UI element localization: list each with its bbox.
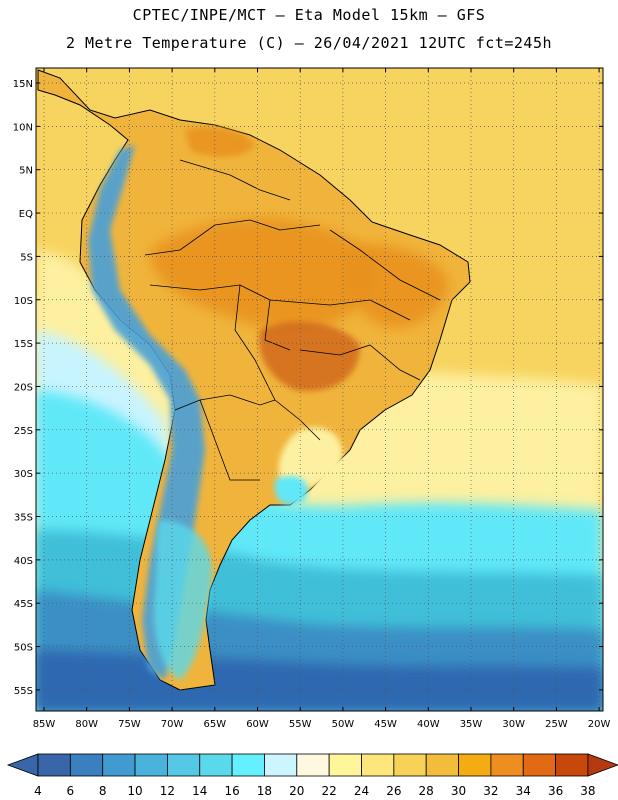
colorbar: 4 6 8 10 12 14 16 18 20 22 24 26 28 30 32 34 36 38 [6,753,618,798]
colorbar-label: 34 [516,784,531,798]
lat-label: 15N [13,79,33,90]
colorbar-label: 10 [127,784,142,798]
lon-label: 25W [545,719,568,730]
lat-label: 45S [14,599,33,610]
map-field [36,68,603,711]
lat-label: EQ [19,209,33,220]
lon-label: 65W [203,719,226,730]
colorbar-label: 32 [483,784,498,798]
lon-label: 35W [460,719,483,730]
lat-label: 10N [13,122,33,133]
lat-label: 55S [14,686,33,697]
north-hot-zone [185,126,255,157]
lat-label: 35S [14,513,33,524]
colorbar-label: 20 [289,784,304,798]
graticule [36,68,603,711]
colorbar-swatch [134,753,168,777]
northeast-hot-zone [348,244,450,328]
colorbar-swatch [37,753,71,777]
map-title-line2: 2 Metre Temperature (C) – 26/04/2021 12U… [65,34,553,52]
colorbar-label: 6 [67,784,75,798]
lon-label: 85W [33,719,56,730]
lon-label: 80W [75,719,98,730]
colorbar-label: 12 [160,784,175,798]
colorbar-swatch [231,753,265,777]
colorbar-label: 38 [580,784,595,798]
colorbar-label: 4 [34,784,42,798]
lon-label: 20W [588,719,611,730]
lon-label: 45W [374,719,397,730]
colorbar-swatch [102,753,136,777]
colorbar-swatch [166,753,201,777]
lat-label: 40S [14,556,33,567]
colorbar-label: 22 [322,784,337,798]
colorbar-swatch [264,753,298,777]
colorbar-swatch [296,753,330,777]
colorbar-label: 18 [257,784,272,798]
colorbar-swatch [555,753,589,777]
country-borders [144,159,441,481]
lon-label: 60W [246,719,269,730]
southern-brazil-mild [278,427,343,489]
colorbar-high-arrow [587,753,618,777]
lon-label: 50W [332,719,355,730]
lon-label: 30W [502,719,525,730]
amazon-hot-zone [150,218,372,331]
colorbar-swatch [458,753,492,777]
lon-label: 55W [289,719,312,730]
lon-label: 70W [161,719,184,730]
lat-label: 50S [14,643,33,654]
latitude-axis: 15N 10N 5N EQ 5S 10S 15S 20S 25S 30S 35S 40S 45S 50S 5… [13,79,603,697]
colorbar-label: 30 [451,784,466,798]
lat-label: 20S [14,382,33,393]
south-america-land [37,69,471,691]
colorbar-swatch [522,753,556,777]
colorbar-swatch [425,753,459,777]
colorbar-label: 36 [548,784,563,798]
lon-label: 40W [417,719,440,730]
colorbar-swatch [328,753,362,777]
colorbar-label: 28 [419,784,434,798]
central-brazil-hot-zone [259,321,360,391]
colorbar-swatch [361,753,395,777]
colorbar-swatch [69,753,104,777]
lat-label: 10S [14,296,33,307]
lat-label: 30S [14,469,33,480]
lat-label: 5N [19,166,33,177]
colorbar-label: 14 [192,784,207,798]
pampa-cool [274,476,308,505]
colorbar-swatch [393,753,427,777]
lat-label: 5S [20,252,33,263]
colorbar-swatch [490,753,524,777]
colorbar-label: 8 [99,784,107,798]
colorbar-label: 24 [354,784,369,798]
colorbar-label: 16 [224,784,239,798]
map-frame [35,67,604,712]
colorbar-swatch [199,753,233,777]
longitude-axis: 85W 80W 75W 70W 65W 60W 55W 50W 45W 40W 35W 30W 25W 2… [33,68,611,730]
lon-label: 75W [118,719,141,730]
lat-label: 25S [14,426,33,437]
colorbar-label: 26 [386,784,401,798]
colorbar-low-arrow [6,753,39,777]
lat-label: 15S [14,339,33,350]
map-title-line1: CPTEC/INPE/MCT – Eta Model 15km – GFS [132,6,486,24]
